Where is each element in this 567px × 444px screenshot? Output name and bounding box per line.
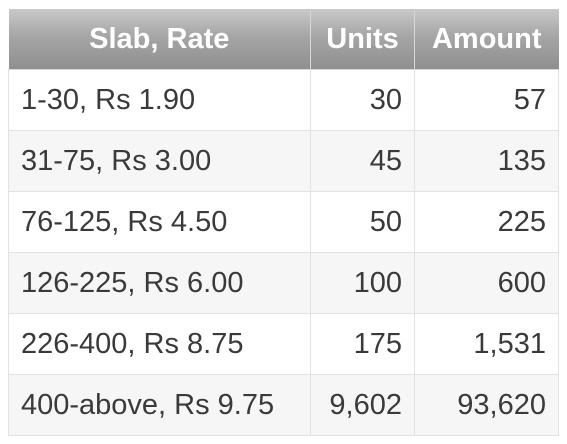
cell-slab-rate: 31-75, Rs 3.00 [8, 130, 311, 192]
cell-amount: 1,531 [414, 313, 559, 375]
cell-slab-rate: 126-225, Rs 6.00 [8, 252, 311, 314]
table-row: 31-75, Rs 3.00 45 135 [8, 130, 559, 192]
table-row: 400-above, Rs 9.75 9,602 93,620 [8, 374, 559, 436]
cell-units: 100 [310, 252, 415, 314]
cell-slab-rate: 1-30, Rs 1.90 [8, 69, 311, 131]
column-header-slab-rate: Slab, Rate [8, 9, 311, 70]
table-body: 1-30, Rs 1.90 30 57 31-75, Rs 3.00 45 13… [8, 69, 559, 436]
cell-slab-rate: 400-above, Rs 9.75 [8, 374, 311, 436]
table-row: 1-30, Rs 1.90 30 57 [8, 69, 559, 131]
table-row: 126-225, Rs 6.00 100 600 [8, 252, 559, 314]
slab-rate-table: Slab, Rate Units Amount 1-30, Rs 1.90 30… [8, 9, 559, 436]
cell-units: 175 [310, 313, 415, 375]
cell-amount: 225 [414, 191, 559, 253]
column-header-amount: Amount [414, 9, 559, 70]
cell-slab-rate: 76-125, Rs 4.50 [8, 191, 311, 253]
column-header-units: Units [310, 9, 415, 70]
cell-amount: 135 [414, 130, 559, 192]
cell-units: 30 [310, 69, 415, 131]
table-row: 226-400, Rs 8.75 175 1,531 [8, 313, 559, 375]
header-row: Slab, Rate Units Amount [8, 9, 559, 70]
table-header: Slab, Rate Units Amount [8, 9, 559, 70]
cell-units: 50 [310, 191, 415, 253]
cell-slab-rate: 226-400, Rs 8.75 [8, 313, 311, 375]
cell-units: 9,602 [310, 374, 415, 436]
table-row: 76-125, Rs 4.50 50 225 [8, 191, 559, 253]
cell-amount: 93,620 [414, 374, 559, 436]
cell-amount: 57 [414, 69, 559, 131]
cell-units: 45 [310, 130, 415, 192]
cell-amount: 600 [414, 252, 559, 314]
